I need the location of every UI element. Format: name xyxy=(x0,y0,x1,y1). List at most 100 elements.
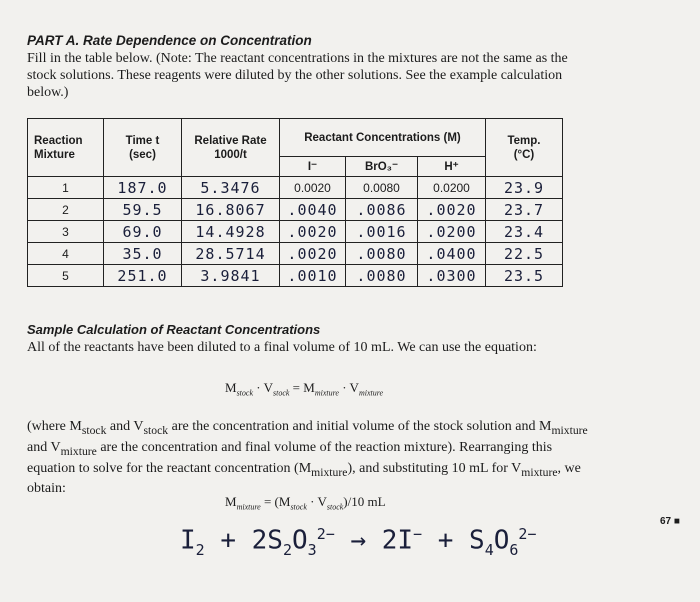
header-line: (°C) xyxy=(513,148,535,161)
header-line: Time t xyxy=(125,134,160,147)
cell: 28.5714 xyxy=(181,242,280,265)
table-row: 3 69.0 14.4928.0020.0016.0200 23.4 xyxy=(27,220,563,243)
supscript: 2− xyxy=(316,525,335,543)
subscript: stock xyxy=(326,502,344,512)
text-run: I xyxy=(180,525,196,556)
header: Reactant Concentrations (M) xyxy=(279,118,486,157)
subscript: 2 xyxy=(282,540,292,559)
text-run: M xyxy=(225,494,237,509)
subscript: stock xyxy=(81,423,107,437)
subscript: 3 xyxy=(307,540,317,559)
cell: .0300 xyxy=(417,264,486,287)
supscript: 2− xyxy=(518,525,537,543)
heading: PART A. Rate Dependence on Concentration xyxy=(27,33,312,48)
cell: 5 xyxy=(27,264,104,287)
subscript: stock xyxy=(143,423,169,437)
cell: 1 xyxy=(27,176,104,199)
subheader: BrO₃⁻ xyxy=(345,156,418,177)
cell: 59.5 xyxy=(103,198,182,221)
header-line: Relative Rate xyxy=(194,134,267,147)
text-run: + S xyxy=(422,525,485,556)
cell: 3.9841 xyxy=(181,264,280,287)
text-run: O xyxy=(493,525,510,556)
header-line: Mixture xyxy=(34,148,75,161)
cell: 2 xyxy=(27,198,104,221)
header: Reaction Mixture xyxy=(27,118,104,177)
header: Temp. (°C) xyxy=(485,118,563,177)
cell: .0020 xyxy=(279,220,346,243)
subscript: mixture xyxy=(311,465,348,479)
cell: .0086 xyxy=(345,198,418,221)
text-run: · V xyxy=(306,494,327,509)
cell: 14.4928 xyxy=(181,220,280,243)
cell: .0080 xyxy=(345,242,418,265)
text-run: are the concentration and initial volume… xyxy=(168,419,552,434)
explanation: (where Mstock and Vstock are the concent… xyxy=(27,418,602,497)
cell: 0.0020 xyxy=(279,176,346,199)
text-run: ), and substituting 10 mL for V xyxy=(347,460,522,476)
cell: 16.8067 xyxy=(181,198,280,221)
text-run: O xyxy=(292,525,308,556)
cell: 69.0 xyxy=(103,220,182,243)
cell: 23.4 xyxy=(485,220,563,243)
cell: 23.5 xyxy=(485,264,563,287)
cell: 23.7 xyxy=(485,198,563,221)
subscript: mixture xyxy=(521,465,558,479)
subscript: mixture xyxy=(314,388,339,398)
cell: .0016 xyxy=(345,220,418,243)
sample-heading: Sample Calculation of Reactant Concentra… xyxy=(27,322,321,337)
subscript: 2 xyxy=(195,540,205,559)
page-number: 67 ■ xyxy=(660,516,680,527)
cell: 23.9 xyxy=(485,176,563,199)
subscript: mixture xyxy=(358,388,384,398)
cell: 22.5 xyxy=(485,242,563,265)
text-run: and V xyxy=(27,439,61,455)
subheader: H⁺ xyxy=(417,156,486,177)
cell: 4 xyxy=(27,242,104,265)
text-run: and V xyxy=(106,419,144,434)
text-run: are the concentration and final volume o… xyxy=(27,439,553,476)
equation: Mstock · Vstock = Mmixture · Vmixture xyxy=(225,380,383,398)
cell: 5.3476 xyxy=(181,176,280,199)
header: Time t (sec) xyxy=(103,118,182,177)
text-run: M xyxy=(225,380,237,395)
cell: 35.0 xyxy=(103,242,182,265)
text-run: , we obtain: xyxy=(27,460,581,497)
subheader: I⁻ xyxy=(279,156,346,177)
subscript: stock xyxy=(272,388,290,398)
text-run: (where M xyxy=(27,419,82,434)
header-line: (sec) xyxy=(129,148,156,161)
text-run: · V xyxy=(253,380,273,395)
header-line: 1000/t xyxy=(214,148,247,161)
table-row: 4 35.0 28.5714.0020.0080.0400 22.5 xyxy=(27,242,563,265)
equation: Mmixture = (Mstock · Vstock)/10 mL xyxy=(225,494,386,512)
table-row: 2 59.5 16.8067.0040.0086.0020 23.7 xyxy=(27,198,563,221)
text-run: = M xyxy=(289,380,315,395)
subscript: stock xyxy=(290,502,307,512)
subscript: 4 xyxy=(484,540,494,559)
intro: Fill in the table below. (Note: The reac… xyxy=(27,51,568,100)
table-row: 5 251.0 3.9841.0010.0080.0300 23.5 xyxy=(27,264,563,287)
subscript: mixture xyxy=(60,444,97,458)
text-run: )/10 mL xyxy=(343,494,386,509)
text-run: + 2S xyxy=(204,525,283,556)
table-row: 1 187.0 5.3476 0.0020 0.0080 0.0200 23.9 xyxy=(27,176,563,199)
sample-text: All of the reactants have been diluted t… xyxy=(27,340,537,355)
cell: .0080 xyxy=(345,264,418,287)
subscript: mixture xyxy=(551,423,588,437)
cell: .0010 xyxy=(279,264,346,287)
text-run: → 2I xyxy=(334,525,414,556)
cell: 251.0 xyxy=(103,264,182,287)
cell: 187.0 xyxy=(103,176,182,199)
header: Relative Rate 1000/t xyxy=(181,118,280,177)
cell: .0020 xyxy=(279,242,346,265)
cell: .0040 xyxy=(279,198,346,221)
cell: .0020 xyxy=(417,198,486,221)
text-run: = (M xyxy=(260,494,291,509)
cell: 0.0200 xyxy=(417,176,486,199)
header-line: Reaction xyxy=(34,134,83,147)
supscript: − xyxy=(413,525,423,543)
subscript: stock xyxy=(236,388,253,398)
data-table: Reaction Mixture Time t (sec) Relative Rat… xyxy=(27,118,563,287)
page-number-text: 67 xyxy=(660,516,672,527)
